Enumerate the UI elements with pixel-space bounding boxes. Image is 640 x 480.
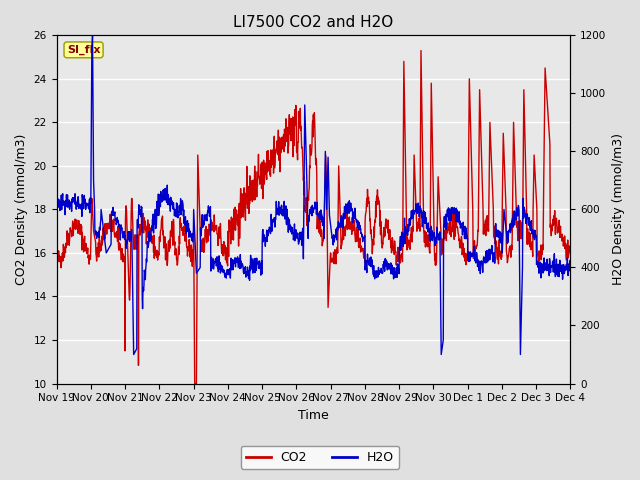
H2O — [52, 192, 60, 197]
H2O — [271, 215, 279, 220]
CO2 — [417, 48, 425, 53]
CO2 — [566, 252, 574, 258]
X-axis label: Time: Time — [298, 409, 329, 422]
H2O — [566, 261, 574, 267]
CO2 — [52, 253, 60, 259]
H2O — [130, 352, 138, 358]
H2O — [114, 218, 122, 224]
Title: LI7500 CO2 and H2O: LI7500 CO2 and H2O — [234, 15, 394, 30]
CO2 — [346, 214, 353, 220]
CO2 — [282, 132, 289, 138]
CO2 — [271, 161, 279, 167]
H2O — [291, 227, 299, 233]
Line: H2O: H2O — [56, 36, 570, 355]
Y-axis label: H2O Density (mmol/m3): H2O Density (mmol/m3) — [612, 133, 625, 286]
Line: CO2: CO2 — [56, 50, 570, 384]
H2O — [93, 235, 100, 241]
CO2 — [191, 381, 198, 386]
H2O — [282, 203, 290, 209]
CO2 — [113, 228, 121, 234]
Y-axis label: CO2 Density (mmol/m3): CO2 Density (mmol/m3) — [15, 134, 28, 285]
CO2 — [291, 107, 299, 112]
H2O — [89, 33, 97, 38]
Legend: CO2, H2O: CO2, H2O — [241, 446, 399, 469]
CO2 — [92, 253, 100, 259]
Text: SI_flx: SI_flx — [67, 45, 100, 55]
H2O — [346, 209, 353, 215]
